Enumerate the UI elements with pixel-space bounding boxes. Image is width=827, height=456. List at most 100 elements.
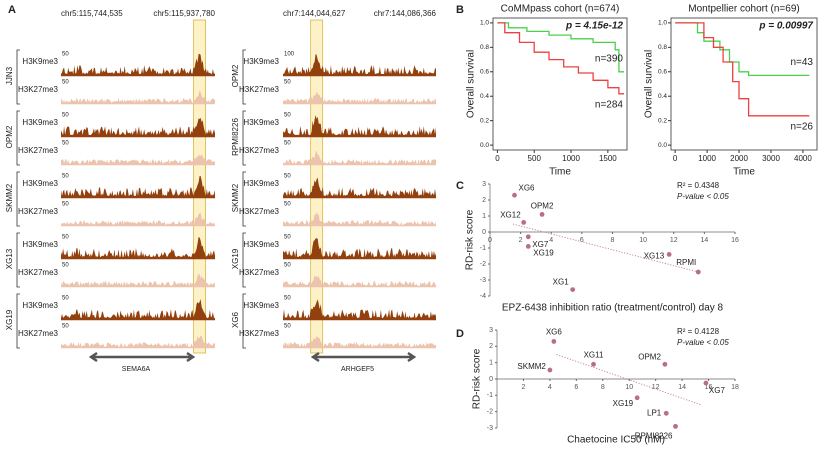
data-point (695, 269, 701, 275)
data-point (521, 220, 527, 225)
signal-track (283, 335, 436, 348)
p-value: P-value < 0.05 (677, 338, 729, 347)
sample-name: OPM2 (231, 64, 240, 87)
point-label: XG11 (584, 350, 604, 359)
point-label: RPMI8226 (635, 431, 673, 440)
bracket (16, 49, 20, 105)
data-point (551, 339, 557, 344)
sample-name: OPM2 (5, 125, 14, 148)
point-label: OPM2 (531, 202, 554, 211)
data-point (547, 367, 553, 373)
track-scale: 50 (62, 80, 69, 86)
point-label: LP1 (647, 408, 662, 417)
point-label: XG6 (519, 183, 536, 192)
y-tick-label: 1.0 (480, 20, 489, 27)
data-point (634, 395, 640, 401)
track-scale: 50 (284, 113, 291, 119)
signal-track (61, 299, 215, 320)
y-tick-label: 0.8 (480, 44, 489, 51)
y-tick-label: 2 (489, 343, 493, 350)
y-axis-label: RD-risk score (472, 348, 483, 409)
x-tick-label: 1000 (698, 154, 716, 163)
panel-letter: A (8, 4, 16, 16)
coordinate: chr5:115,744,535 (61, 9, 123, 18)
track-label: H3K27me3 (18, 207, 59, 216)
y-tick-label: -1 (487, 392, 493, 399)
track-label: H3K9me3 (243, 240, 279, 249)
track-label: H3K9me3 (22, 240, 58, 249)
bracket (242, 171, 246, 227)
y-tick-label: -2 (487, 409, 493, 416)
track-scale: 50 (284, 263, 291, 269)
x-tick-label: 4 (548, 384, 552, 391)
bracket (242, 110, 246, 166)
chart-title: CoMMpass cohort (n=674) (501, 4, 620, 15)
survival-curve (497, 22, 625, 95)
track-scale: 50 (62, 52, 69, 58)
track-scale: 100 (284, 52, 295, 58)
data-point (525, 234, 531, 240)
x-tick-label: 8 (611, 237, 615, 244)
x-tick-label: 6 (580, 237, 584, 244)
r-squared: R² = 0.4128 (677, 327, 720, 336)
y-tick-label: 0.4 (480, 93, 489, 100)
y-tick-label: 1.0 (658, 20, 667, 27)
point-label: XG7 (532, 240, 549, 249)
track-label: H3K27me3 (18, 85, 59, 94)
legend-label: n=43 (790, 57, 813, 68)
data-point (666, 252, 672, 257)
signal-track (61, 273, 215, 287)
track-scale: 50 (62, 113, 69, 119)
data-point (662, 361, 668, 367)
y-tick-label: 0.8 (658, 44, 667, 51)
signal-track (61, 237, 215, 259)
x-tick-label: 0 (495, 154, 500, 163)
point-label: SKMM2 (517, 362, 546, 371)
track-scale: 50 (284, 80, 291, 86)
track-label: H3K9me3 (22, 57, 58, 66)
x-tick-label: 16 (731, 237, 739, 244)
signal-track (61, 154, 215, 165)
coordinate: chr7:144,086,366 (374, 9, 437, 18)
track-label: H3K27me3 (18, 329, 59, 338)
y-tick-label: 0.6 (658, 68, 667, 75)
data-point (539, 212, 545, 217)
point-label: RPMI (676, 258, 696, 267)
sample-name: XG19 (231, 248, 240, 269)
sample-name: SKMM2 (231, 183, 240, 212)
track-scale: 50 (62, 263, 69, 269)
p-value: P-value < 0.05 (677, 192, 729, 201)
y-tick-label: 0.4 (658, 93, 667, 100)
y-tick-label: 1 (482, 213, 486, 220)
y-tick-label: 3 (489, 327, 493, 334)
y-tick-label: -1 (480, 245, 486, 252)
signal-track (283, 150, 436, 165)
track-scale: 50 (284, 174, 291, 180)
track-scale: 50 (62, 296, 69, 302)
bracket (242, 232, 246, 288)
track-label: H3K9me3 (243, 179, 279, 188)
sample-name: XG19 (5, 309, 14, 330)
data-point (673, 423, 678, 429)
track-label: H3K27me3 (18, 146, 59, 155)
chart-title: Montpellier cohort (n=69) (688, 4, 799, 15)
data-point (525, 244, 531, 249)
x-axis-label: EPZ-6438 inhibition ratio (treatment/con… (502, 303, 724, 314)
track-label: H3K27me3 (239, 207, 280, 216)
y-tick-label: 1 (489, 360, 493, 367)
track-scale: 50 (62, 235, 69, 241)
track-label: H3K9me3 (243, 301, 279, 310)
x-axis-label: Time (733, 167, 755, 178)
signal-track (283, 177, 436, 198)
bracket (16, 110, 20, 166)
x-tick-label: 16 (705, 384, 713, 391)
signal-track (61, 117, 215, 137)
gene-name: ARHGEF5 (341, 366, 374, 373)
track-scale: 50 (284, 202, 291, 208)
x-tick-label: 12 (652, 384, 660, 391)
p-value: p = 4.15e-12 (565, 21, 623, 32)
x-tick-label: 2 (519, 237, 523, 244)
y-tick-label: 0.6 (480, 68, 489, 75)
plot-frame (670, 17, 818, 151)
